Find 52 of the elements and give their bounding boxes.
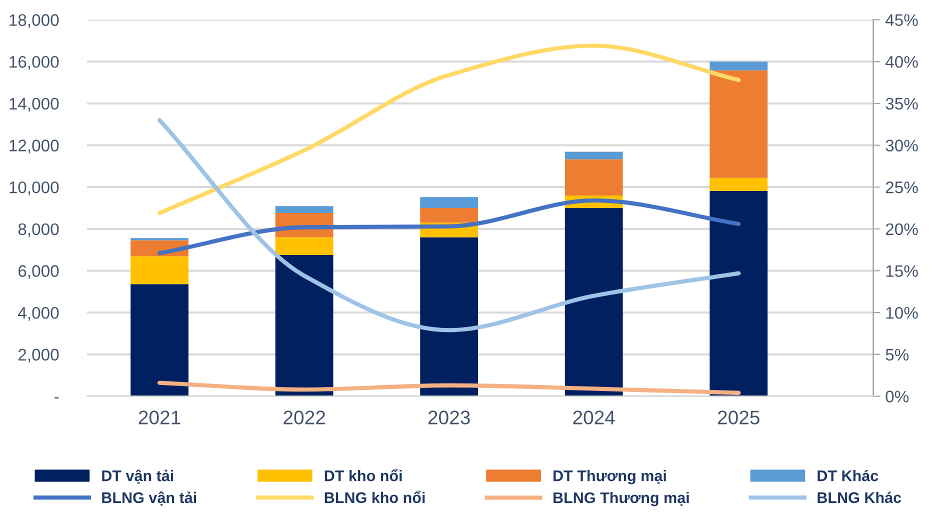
- bar: [130, 284, 188, 396]
- legend-label: BLNG Khác: [818, 492, 902, 504]
- y-tick-label: 6,000: [18, 265, 59, 279]
- bar: [275, 206, 334, 214]
- y2-tick-label: 5%: [886, 348, 909, 361]
- line-series: [157, 44, 741, 216]
- bar: [710, 62, 768, 70]
- bar: [275, 255, 334, 396]
- bar: [710, 70, 768, 178]
- y-tick-label: 4,000: [18, 306, 59, 321]
- y2-tick-label: 25%: [886, 181, 918, 194]
- bar: [564, 152, 623, 160]
- legend-label: DT kho nổi: [324, 468, 402, 482]
- y2-tick-label: 35%: [886, 98, 918, 110]
- bar: [710, 178, 768, 191]
- y-tick-label: 14,000: [10, 98, 59, 112]
- bar: [420, 197, 478, 208]
- legend-label: DT vận tải: [102, 470, 174, 484]
- x-tick-label: 2023: [428, 410, 470, 424]
- line-series: [157, 118, 741, 332]
- legend-label: BLNG vận tải: [102, 492, 196, 506]
- bar: [420, 208, 478, 223]
- x-tick-label: 2021: [138, 410, 180, 424]
- x-tick-label: 2022: [284, 410, 325, 424]
- legend-label: BLNG kho nổi: [324, 490, 425, 504]
- legend-label: BLNG Thương mại: [554, 492, 689, 506]
- bar: [420, 237, 478, 396]
- line-series: [157, 198, 741, 256]
- legend-label: DT Khác: [818, 470, 878, 482]
- y-tick-label: 12,000: [10, 140, 59, 154]
- y-tick-label: 8,000: [18, 223, 59, 238]
- y2-tick-label: 40%: [885, 56, 918, 68]
- y2-tick-label: 10%: [886, 306, 918, 319]
- x-tick-label: 2024: [573, 410, 615, 424]
- bar: [275, 237, 334, 256]
- y-tick-label: 16,000: [10, 56, 59, 70]
- bar: [564, 159, 623, 196]
- y-tick-label: 18,000: [10, 14, 59, 28]
- bar: [710, 190, 768, 396]
- y-tick-label: -: [54, 397, 59, 399]
- line-series: [157, 380, 741, 395]
- bar: [564, 208, 623, 396]
- y2-tick-label: 20%: [886, 223, 918, 236]
- y2-tick-label: 0%: [886, 390, 909, 402]
- y2-tick-label: 30%: [886, 140, 918, 152]
- legend-label: DT Thương mại: [554, 470, 666, 484]
- y-tick-label: 10,000: [10, 181, 59, 196]
- y2-tick-label: 15%: [886, 265, 918, 277]
- y2-tick-label: 45%: [885, 14, 918, 26]
- x-tick-label: 2025: [718, 410, 760, 424]
- y-tick-label: 2,000: [18, 348, 59, 363]
- bar: [130, 256, 188, 284]
